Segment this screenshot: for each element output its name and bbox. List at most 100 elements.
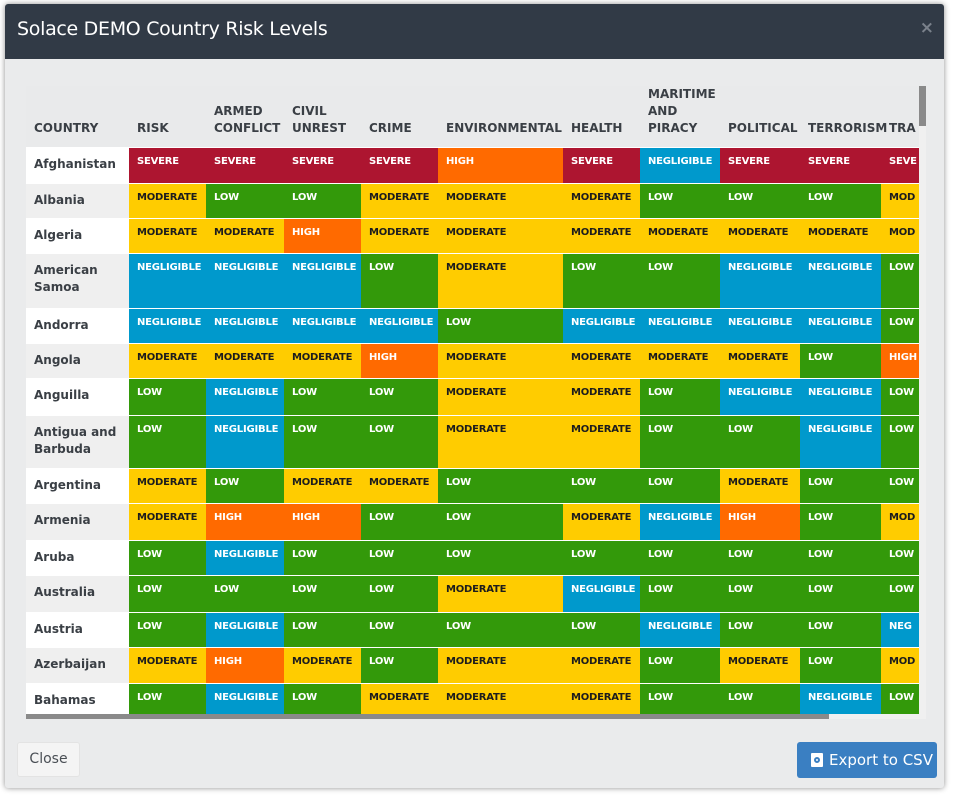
risk-level-cell: NEGLIGIBLE	[640, 503, 720, 541]
risk-level-cell: LOW	[563, 540, 640, 576]
column-header: CRIME	[361, 86, 438, 148]
risk-table: COUNTRY RISK ARMED CONFLICT CIVIL UNREST CRI…	[26, 86, 926, 719]
table-row: American Samoa NEGLIGIBLE NEGLIGIBLE NEGLIG…	[26, 253, 926, 309]
risk-level-cell: MODERATE	[284, 343, 361, 379]
risk-level-cell: LOW	[129, 683, 206, 719]
risk-level-cell: NEGLIGIBLE	[640, 147, 720, 184]
risk-level-cell: NEGLIGIBLE	[129, 308, 206, 344]
risk-level-cell: MODERATE	[720, 218, 800, 254]
risk-level-cell: MODERATE	[284, 468, 361, 504]
risk-level-cell: LOW	[640, 575, 720, 613]
close-icon[interactable]: ×	[919, 18, 934, 38]
column-header: TRA	[881, 86, 926, 148]
risk-level-cell: LOW	[284, 575, 361, 613]
risk-level-cell: MOD	[881, 183, 926, 219]
export-csv-label: Export to CSV	[829, 751, 933, 769]
country-cell: Afghanistan	[26, 147, 129, 184]
country-cell: American Samoa	[26, 253, 129, 309]
risk-level-cell: MODERATE	[206, 343, 284, 379]
column-header: POLITICAL	[720, 86, 800, 148]
table-row: Austria LOW NEGLIGIBLE LOW LOW LOW LOW NEGLIGIB…	[26, 612, 926, 648]
risk-level-cell: LOW	[129, 415, 206, 469]
risk-level-cell: NEGLIGIBLE	[720, 378, 800, 416]
table-row: Angola MODERATE MODERATE MODERATE HIGH MODERA…	[26, 343, 926, 379]
risk-level-cell: LOW	[129, 575, 206, 613]
country-cell: Armenia	[26, 503, 129, 541]
risk-table-container[interactable]: COUNTRY RISK ARMED CONFLICT CIVIL UNREST CRI…	[26, 86, 926, 719]
risk-level-cell: MOD	[881, 647, 926, 684]
horizontal-scrollbar[interactable]	[26, 714, 926, 719]
export-csv-button[interactable]: Export to CSV	[797, 742, 937, 778]
risk-level-cell: NEGLIGIBLE	[206, 253, 284, 309]
risk-level-cell: LOW	[563, 468, 640, 504]
risk-level-cell: SEVERE	[563, 147, 640, 184]
close-button[interactable]: Close	[17, 742, 80, 777]
risk-level-cell: LOW	[438, 503, 563, 541]
risk-level-cell: HIGH	[206, 503, 284, 541]
risk-level-cell: NEGLIGIBLE	[800, 253, 881, 309]
risk-level-cell: HIGH	[284, 218, 361, 254]
risk-level-cell: LOW	[800, 647, 881, 684]
risk-level-cell: MODERATE	[438, 378, 563, 416]
risk-level-cell: LOW	[881, 378, 926, 416]
risk-level-cell: LOW	[129, 612, 206, 648]
risk-level-cell: MODERATE	[361, 468, 438, 504]
risk-level-cell: HIGH	[206, 647, 284, 684]
risk-level-cell: MODERATE	[640, 218, 720, 254]
risk-level-cell: LOW	[881, 540, 926, 576]
horizontal-scrollbar-thumb[interactable]	[26, 714, 829, 719]
risk-level-cell: MODERATE	[800, 218, 881, 254]
country-cell: Andorra	[26, 308, 129, 344]
column-header: COUNTRY	[26, 86, 129, 148]
table-row: Armenia MODERATE HIGH HIGH LOW LOW MODERATE NEG…	[26, 503, 926, 541]
risk-level-cell: LOW	[800, 540, 881, 576]
country-cell: Azerbaijan	[26, 647, 129, 684]
country-cell: Austria	[26, 612, 129, 648]
risk-level-cell: LOW	[881, 308, 926, 344]
risk-level-cell: MOD	[881, 503, 926, 541]
risk-level-cell: LOW	[284, 612, 361, 648]
risk-level-cell: LOW	[881, 683, 926, 719]
risk-level-cell: MODERATE	[129, 218, 206, 254]
risk-level-cell: MODERATE	[129, 343, 206, 379]
table-header-row: COUNTRY RISK ARMED CONFLICT CIVIL UNREST CRI…	[26, 86, 926, 148]
table-row: Antigua and Barbuda LOW NEGLIGIBLE LOW LOW MO…	[26, 415, 926, 469]
table-body: Afghanistan SEVERE SEVERE SEVERE SEVERE HIGH S…	[26, 147, 926, 719]
risk-level-cell: MODERATE	[206, 218, 284, 254]
country-cell: Aruba	[26, 540, 129, 576]
risk-level-cell: MODERATE	[361, 183, 438, 219]
risk-level-cell: NEGLIGIBLE	[129, 253, 206, 309]
risk-level-cell: MODERATE	[438, 575, 563, 613]
risk-level-cell: LOW	[720, 540, 800, 576]
column-header: ENVIRONMENTAL	[438, 86, 563, 148]
risk-level-cell: MODERATE	[361, 218, 438, 254]
risk-level-cell: MODERATE	[563, 343, 640, 379]
risk-level-cell: MODERATE	[563, 415, 640, 469]
country-cell: Albania	[26, 183, 129, 219]
risk-level-cell: SEVERE	[206, 147, 284, 184]
risk-level-cell: MODERATE	[563, 378, 640, 416]
risk-level-cell: NEGLIGIBLE	[206, 540, 284, 576]
column-header: TERRORISM	[800, 86, 887, 148]
column-header: RISK	[129, 86, 206, 148]
risk-level-cell: LOW	[881, 253, 926, 309]
risk-level-cell: LOW	[361, 415, 438, 469]
risk-level-cell: NEGLIGIBLE	[284, 308, 361, 344]
risk-level-cell: LOW	[640, 253, 720, 309]
risk-level-cell: LOW	[800, 612, 881, 648]
country-cell: Australia	[26, 575, 129, 613]
vertical-scrollbar[interactable]	[919, 86, 926, 719]
risk-level-cell: LOW	[640, 683, 720, 719]
risk-level-cell: NEGLIGIBLE	[206, 308, 284, 344]
risk-level-cell: LOW	[438, 540, 563, 576]
risk-level-cell: MODERATE	[284, 647, 361, 684]
risk-level-cell: NEG	[881, 612, 926, 648]
risk-level-cell: NEGLIGIBLE	[284, 253, 361, 309]
risk-level-cell: NEGLIGIBLE	[563, 575, 640, 613]
risk-level-cell: LOW	[284, 378, 361, 416]
risk-level-cell: MODERATE	[438, 183, 563, 219]
vertical-scrollbar-thumb[interactable]	[919, 86, 926, 126]
risk-level-cell: LOW	[800, 183, 881, 219]
risk-level-cell: LOW	[284, 540, 361, 576]
risk-level-cell: MODERATE	[438, 683, 563, 719]
